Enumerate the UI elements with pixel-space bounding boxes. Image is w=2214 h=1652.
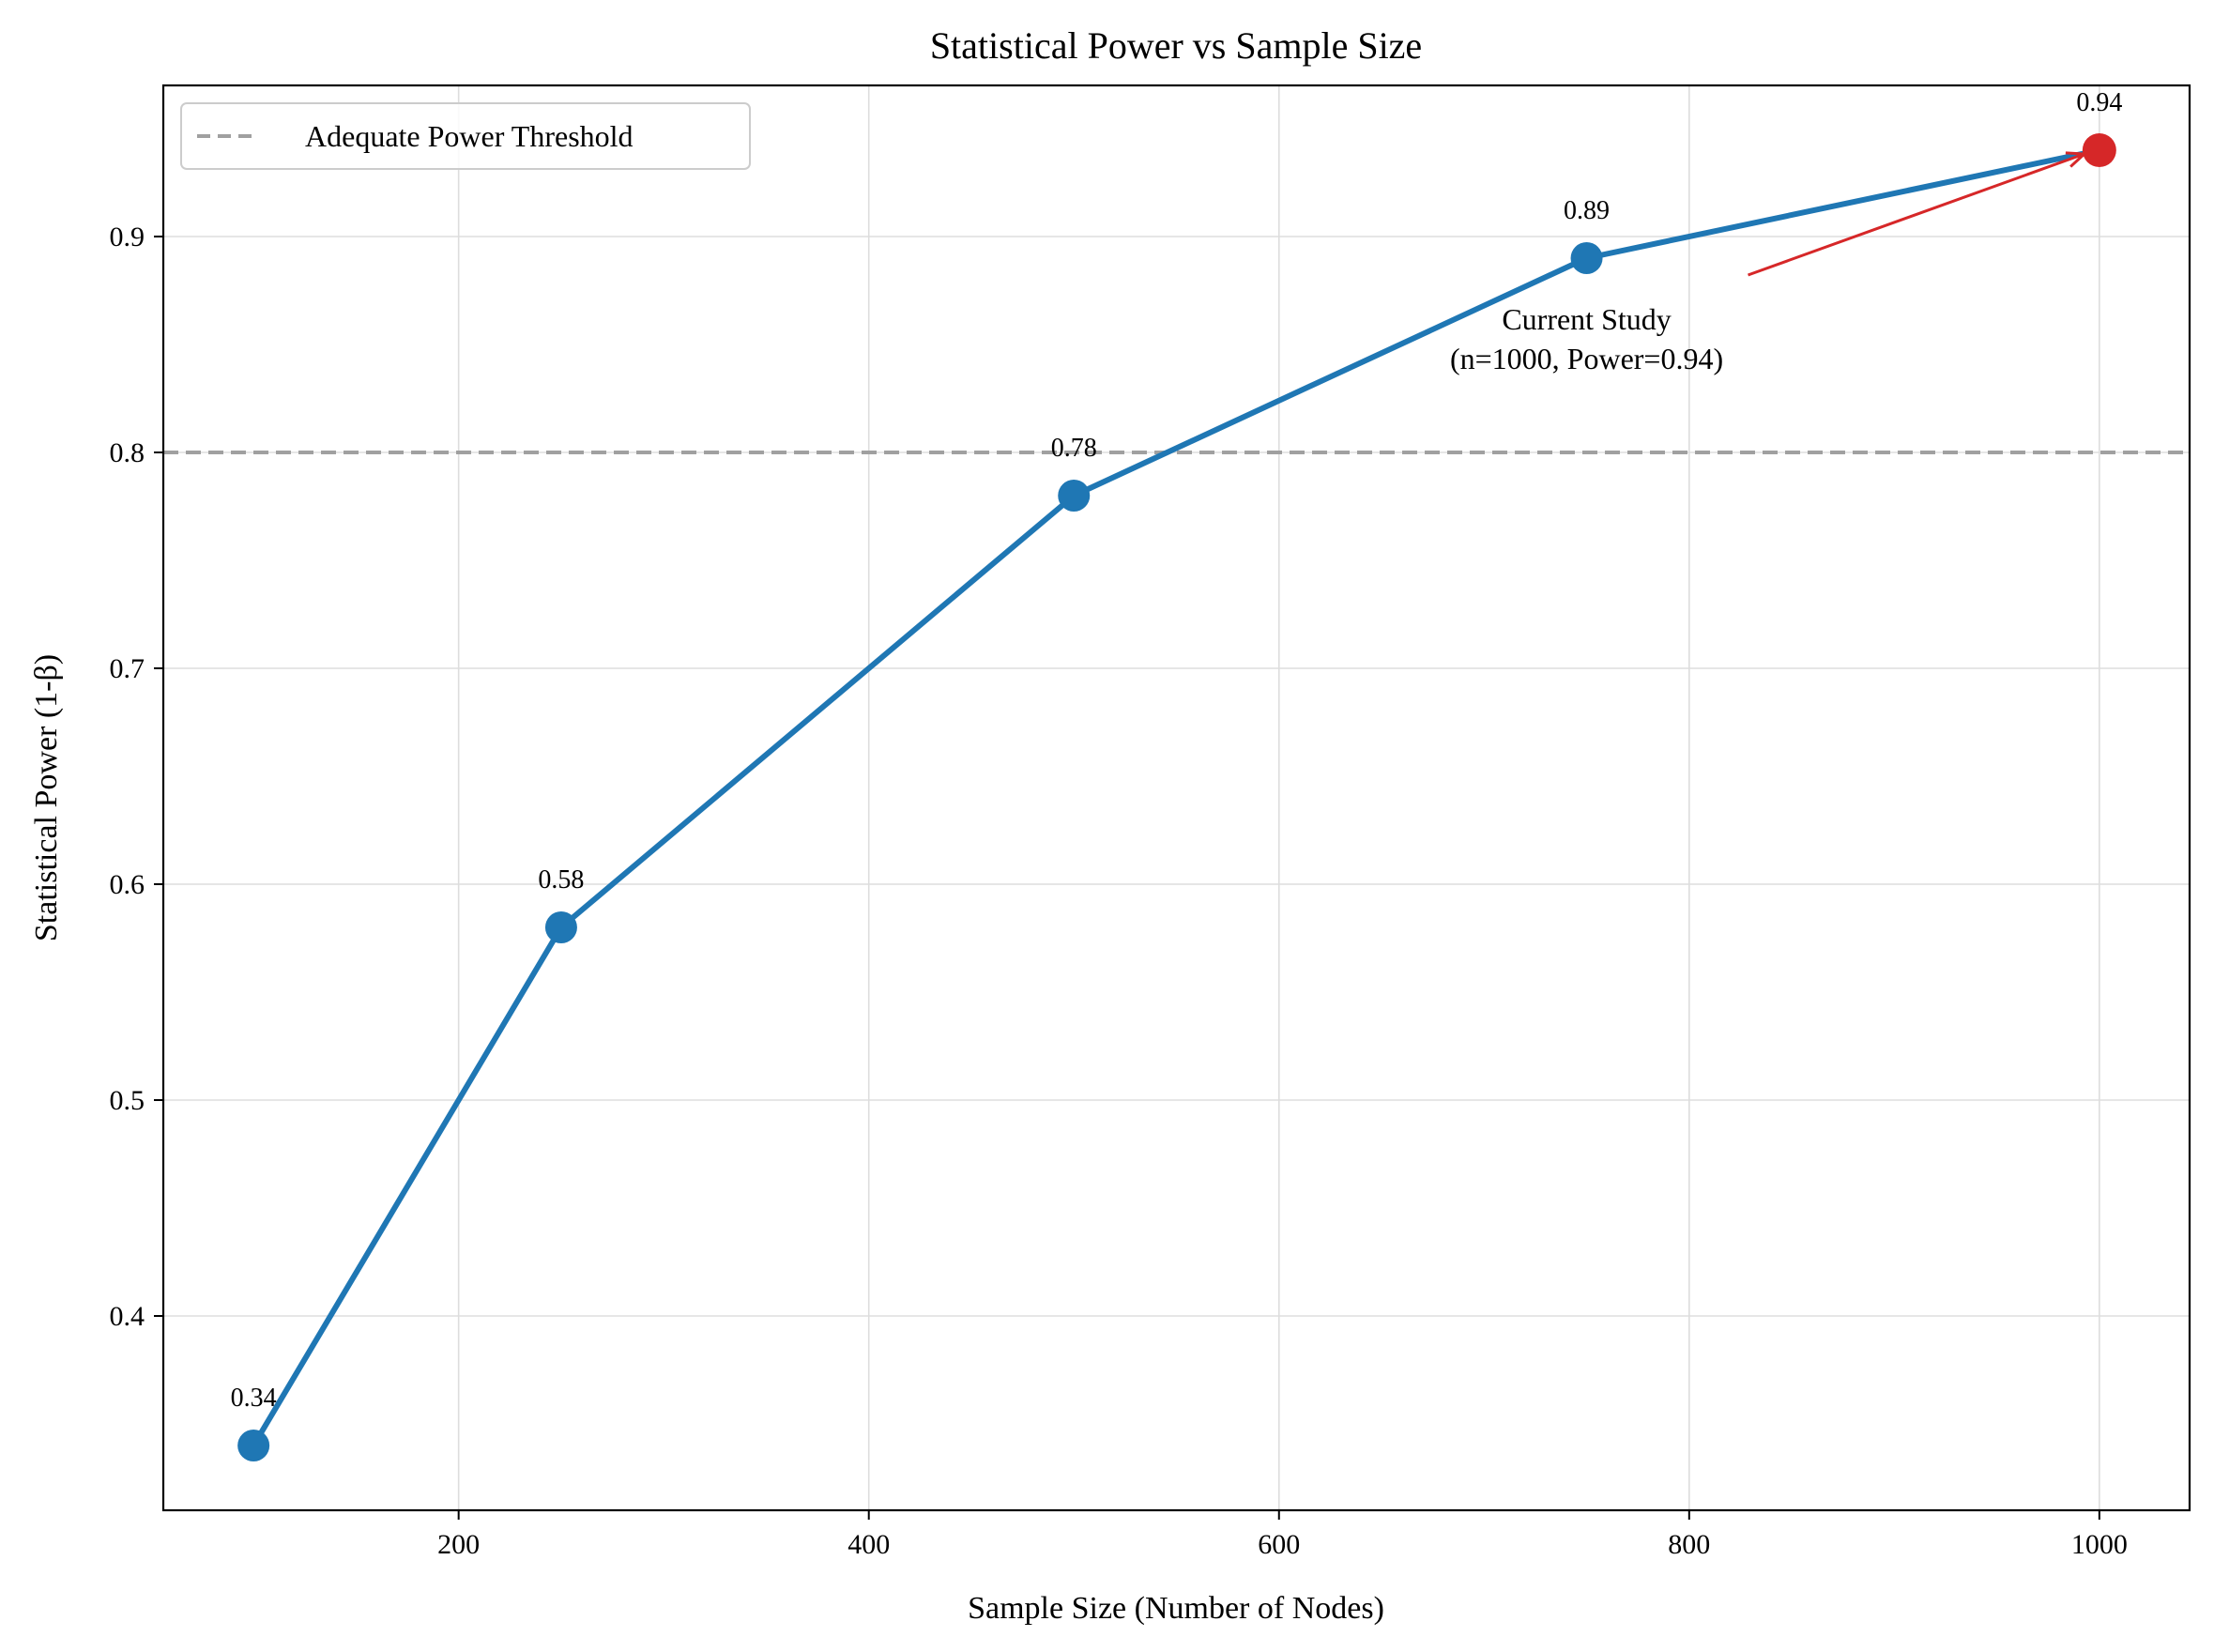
x-tick-label: 400 [847, 1529, 890, 1560]
y-tick-label: 0.8 [110, 437, 145, 468]
y-tick-label: 0.6 [110, 869, 145, 900]
data-label: 0.89 [1564, 196, 1610, 225]
y-axis-label: Statistical Power (1-β) [29, 654, 64, 941]
plot-frame [161, 84, 2191, 1512]
data-point [544, 911, 577, 943]
annotation-text-line-1: Current Study [1502, 302, 1671, 336]
data-point [1570, 242, 1603, 274]
data-label: 0.58 [538, 865, 584, 895]
annotation-text-line-2: (n=1000, Power=0.94) [1450, 342, 1723, 375]
data-point [237, 1430, 270, 1461]
y-tick-label: 0.5 [110, 1085, 145, 1116]
data-label: 0.34 [231, 1384, 277, 1413]
legend-box [180, 102, 751, 170]
annotation-arrowhead [2065, 151, 2088, 168]
series-layer: 0.34 0.58 0.78 0.89 0.94 [231, 88, 2122, 1461]
x-tick-label: 200 [437, 1529, 480, 1560]
chart-title: Statistical Power vs Sample Size [930, 24, 1422, 67]
data-label: 0.78 [1051, 434, 1097, 463]
data-point [1058, 480, 1091, 512]
x-axis-label: Sample Size (Number of Nodes) [968, 1591, 1384, 1626]
data-label: 0.94 [2076, 88, 2122, 117]
y-tick-label: 0.4 [110, 1301, 145, 1332]
highlight-point [2082, 133, 2116, 167]
y-tick-label: 0.7 [110, 653, 145, 684]
tick-layer: 200 400 600 800 1000 0.4 0.5 0.6 0.7 0.8 0.9 [110, 222, 2128, 1560]
x-tick-label: 800 [1668, 1529, 1710, 1560]
x-tick-label: 1000 [2071, 1529, 2128, 1560]
annotation-arrow [1748, 152, 2085, 277]
annotation-layer: Current Study (n=1000, Power=0.94) [1450, 151, 2088, 375]
legend: Adequate Power Threshold [180, 102, 751, 170]
legend-threshold-label: Adequate Power Threshold [305, 119, 634, 153]
y-tick-label: 0.9 [110, 222, 145, 252]
grid-layer [163, 85, 2190, 1510]
x-tick-label: 600 [1258, 1529, 1300, 1560]
